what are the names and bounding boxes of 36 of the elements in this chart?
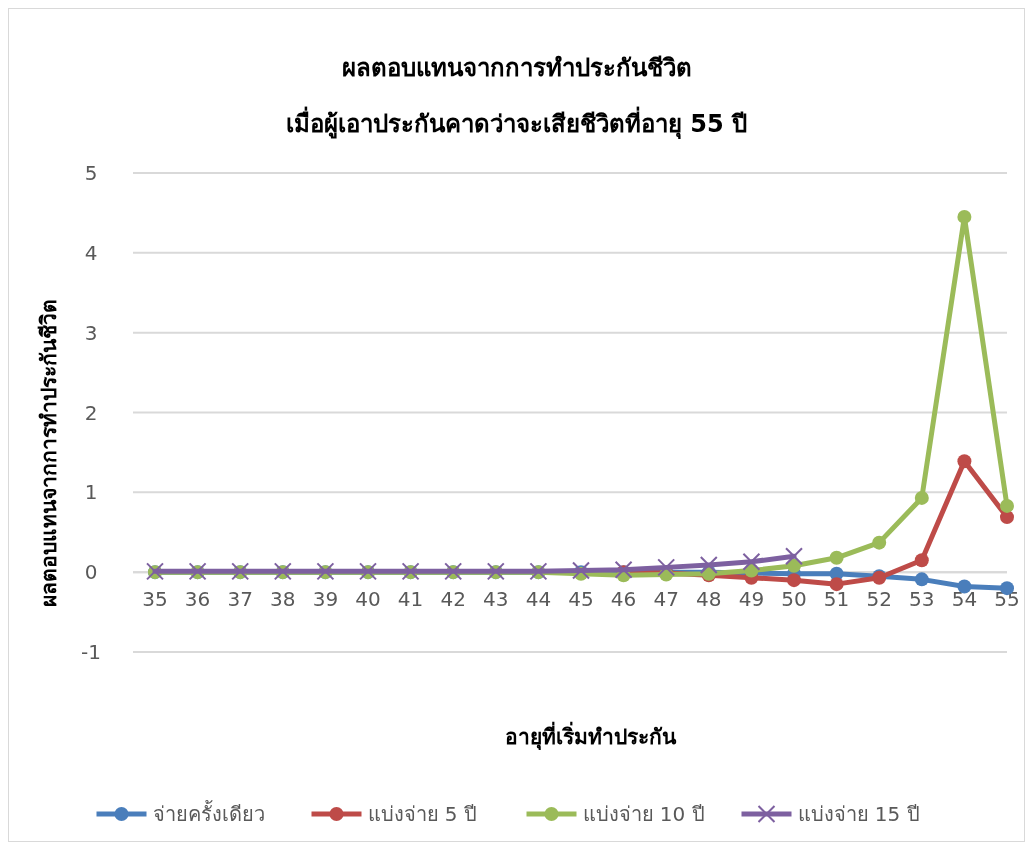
y-tick-label: 1	[84, 480, 98, 505]
y-tick-label: 5	[84, 161, 98, 185]
y-tick-label: 2	[84, 400, 98, 425]
x-tick-label: 40	[355, 587, 381, 612]
x-tick-label: 48	[696, 587, 722, 612]
x-tick-label: 52	[866, 587, 892, 612]
chart-title: ผลตอบแทนจากการทำประกันชีวิต	[341, 54, 692, 82]
x-tick-label: 41	[397, 587, 424, 612]
x-axis-title: อายุที่เริ่มทำประกัน	[504, 721, 677, 751]
x-tick-label: 42	[440, 587, 466, 612]
x-tick-label: 35	[142, 587, 168, 612]
legend-label: แบ่งจ่าย 15 ปี	[797, 802, 920, 826]
x-tick-label: 44	[525, 587, 552, 612]
x-tick-label: 38	[270, 587, 296, 612]
x-tick-label: 46	[610, 587, 637, 612]
y-tick-label: 4	[84, 240, 98, 265]
x-tick-label: 39	[312, 587, 339, 612]
legend-label: แบ่งจ่าย 5 ปี	[367, 802, 477, 826]
x-tick-label: 43	[483, 587, 509, 612]
x-tick-label: 36	[184, 587, 211, 612]
chart-subtitle: เมื่อผู้เอาประกันคาดว่าจะเสียชีวิตที่อายุ 55 ปี	[285, 106, 748, 140]
legend-label: จ่ายครั้งเดียว	[152, 800, 265, 826]
x-tick-label: 50	[781, 587, 807, 612]
y-tick-label: -1	[81, 640, 101, 664]
x-tick-label: 54	[951, 587, 978, 612]
x-tick-label: 55	[994, 587, 1020, 612]
y-axis-title: ผลตอบแทนจากการทำประกันชีวิต	[37, 298, 61, 607]
x-tick-label: 37	[227, 587, 253, 612]
y-tick-label: 0	[84, 560, 98, 585]
y-tick-label: 3	[84, 320, 98, 345]
x-tick-label: 49	[738, 587, 765, 612]
x-tick-label: 53	[909, 587, 935, 612]
legend-label: แบ่งจ่าย 10 ปี	[582, 802, 705, 826]
x-tick-label: 45	[568, 587, 594, 612]
x-tick-label: 47	[653, 587, 679, 612]
x-tick-label: 51	[823, 587, 850, 612]
